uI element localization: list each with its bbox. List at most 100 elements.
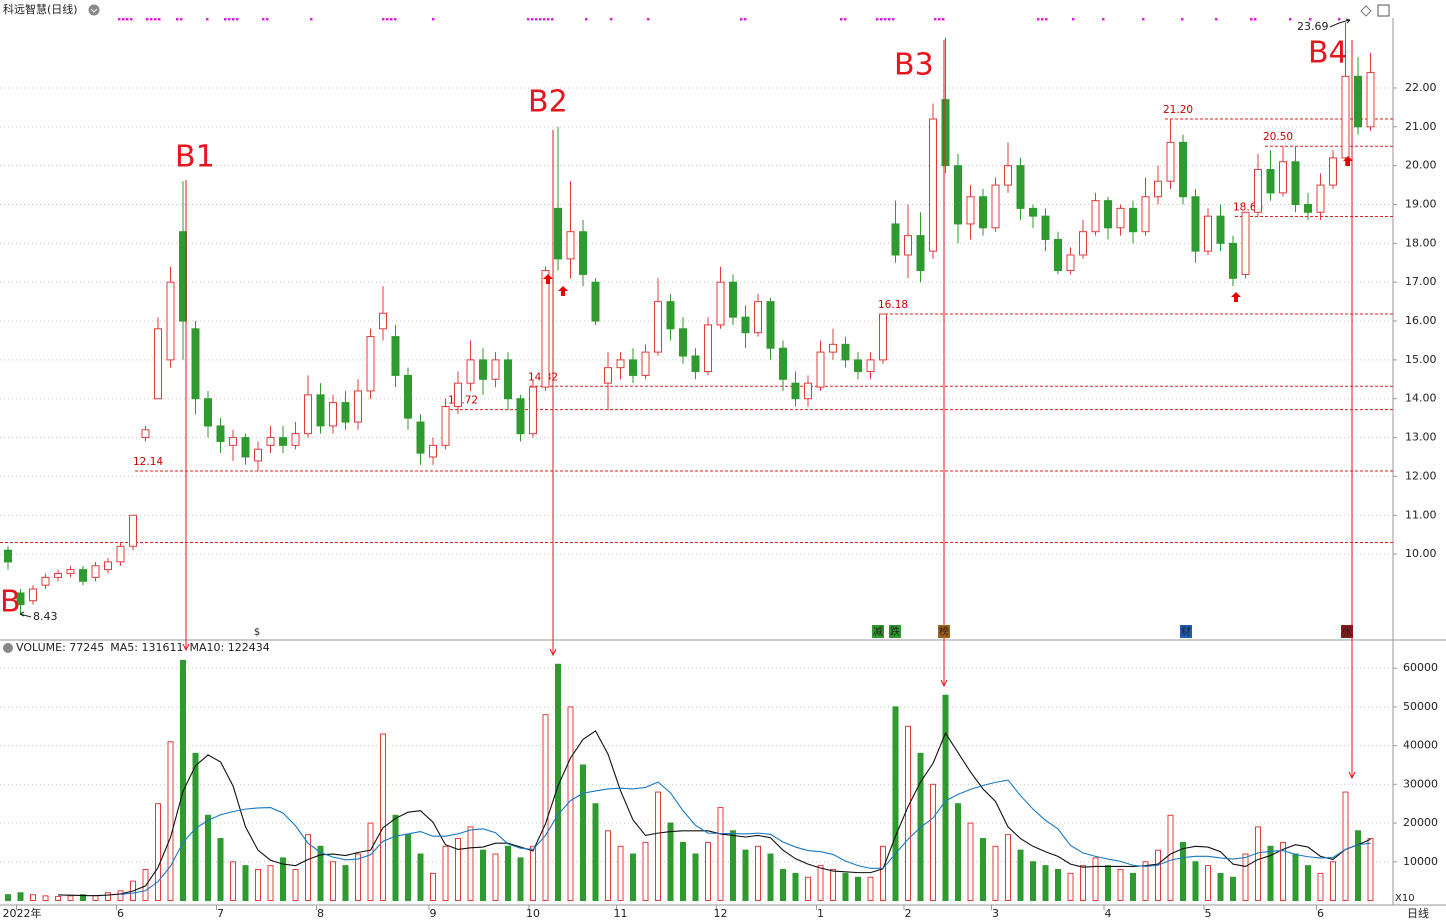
candle-body — [16, 592, 25, 606]
ma-line — [57, 730, 1371, 897]
volume-bar — [167, 741, 174, 901]
volume-bar — [17, 892, 24, 901]
signal-dot — [844, 18, 847, 21]
candle-body — [104, 561, 112, 571]
candle-body — [166, 281, 175, 361]
signal-dot — [180, 18, 183, 21]
menu-icon[interactable] — [88, 4, 100, 16]
signal-dot — [1072, 18, 1075, 21]
volume-bar — [1180, 841, 1186, 901]
volume-bar — [1092, 857, 1099, 901]
candle-body — [354, 390, 362, 423]
candle-body — [1216, 215, 1225, 244]
volume-bar — [655, 791, 661, 901]
candle-body — [316, 394, 325, 427]
y-tick-label: 50000 — [1403, 700, 1438, 713]
volume-bar — [1192, 861, 1199, 901]
candle-body — [616, 359, 625, 369]
candle-body — [1054, 238, 1062, 272]
candle-body — [154, 328, 162, 400]
toggle-icon[interactable] — [1360, 5, 1372, 17]
volume-bar — [55, 896, 61, 901]
annotation-arrow — [940, 40, 948, 688]
annotation-arrow — [549, 130, 557, 657]
candle-body — [904, 235, 912, 256]
level-label: 20.50 — [1263, 131, 1293, 143]
event-box — [889, 625, 901, 638]
x-tick-label: 2022年 — [3, 906, 42, 920]
volume-bar — [480, 849, 486, 902]
candle-body — [1354, 75, 1362, 128]
signal-dot — [206, 18, 209, 21]
signal-dot — [647, 18, 650, 21]
signal-dot — [1250, 18, 1253, 21]
signal-dot — [880, 18, 883, 21]
signal-dot — [740, 18, 743, 21]
y-tick-label: 22.00 — [1405, 81, 1437, 94]
candle-body — [816, 351, 825, 388]
candle-body — [916, 235, 925, 272]
y-tick-label: 20.00 — [1405, 159, 1437, 172]
volume-bar — [5, 894, 11, 902]
volume-bar — [705, 841, 711, 901]
candle-body — [679, 328, 687, 357]
menu-icon-chevron — [90, 8, 98, 13]
candle-body — [1266, 169, 1275, 194]
y-tick-label: 12.00 — [1405, 469, 1437, 482]
x-tick-label: 4 — [1105, 907, 1112, 920]
candle-body — [304, 394, 312, 435]
candle-body — [879, 313, 887, 361]
header-text: MA5: 131611 — [110, 641, 183, 654]
volume-bar — [1317, 872, 1324, 902]
signal-dot — [122, 18, 125, 21]
volume-bar — [230, 861, 236, 901]
volume-bar — [805, 876, 811, 901]
signal-dot — [531, 18, 534, 21]
window-icon[interactable] — [1377, 4, 1390, 17]
volume-bar — [1080, 865, 1086, 901]
volume-bar — [205, 814, 211, 902]
volume-bar — [605, 830, 611, 901]
low-arrow — [19, 611, 32, 618]
signal-dot — [884, 18, 887, 21]
event-marker: $ — [254, 627, 260, 638]
annotation-arrow — [1348, 40, 1356, 780]
candle-body — [641, 351, 650, 376]
candle-body — [1241, 211, 1250, 275]
level-label: 21.20 — [1163, 104, 1193, 116]
y-tick-label: 60000 — [1403, 661, 1438, 674]
volume-bar — [1292, 853, 1299, 902]
candle-body — [1154, 180, 1162, 198]
volume-bar — [67, 895, 74, 902]
candle-body — [1091, 200, 1100, 233]
candle-body — [529, 386, 537, 435]
volume-bar — [217, 838, 224, 902]
volume-menu-icon[interactable] — [3, 643, 13, 653]
y-tick-label: 11.00 — [1405, 508, 1437, 521]
candle-body — [1279, 161, 1287, 194]
event-marker: 榜 — [939, 625, 949, 638]
volume-bar — [692, 853, 699, 902]
x-tick-label: 5 — [1205, 907, 1212, 920]
signal-dot — [382, 18, 385, 21]
x-tick-label: 6 — [1317, 907, 1324, 920]
signal-dot — [118, 18, 121, 21]
signal-dot — [126, 18, 129, 21]
volume-bar — [1205, 865, 1211, 901]
volume-bar — [1355, 830, 1361, 901]
volume-bar — [942, 694, 949, 902]
signal-dot — [228, 18, 231, 21]
event-box — [938, 625, 950, 638]
period-label: 日线 — [1407, 906, 1429, 920]
candle-body — [1304, 204, 1312, 213]
candle-body — [1129, 207, 1137, 233]
signal-dot — [1142, 18, 1145, 21]
signal-dot — [394, 18, 397, 21]
volume-bar — [1255, 826, 1261, 901]
candle-body — [929, 118, 937, 252]
x-tick-label: 10 — [526, 907, 540, 920]
volume-bar — [930, 783, 936, 902]
signal-dot — [262, 18, 265, 21]
volume-bar — [630, 853, 636, 902]
